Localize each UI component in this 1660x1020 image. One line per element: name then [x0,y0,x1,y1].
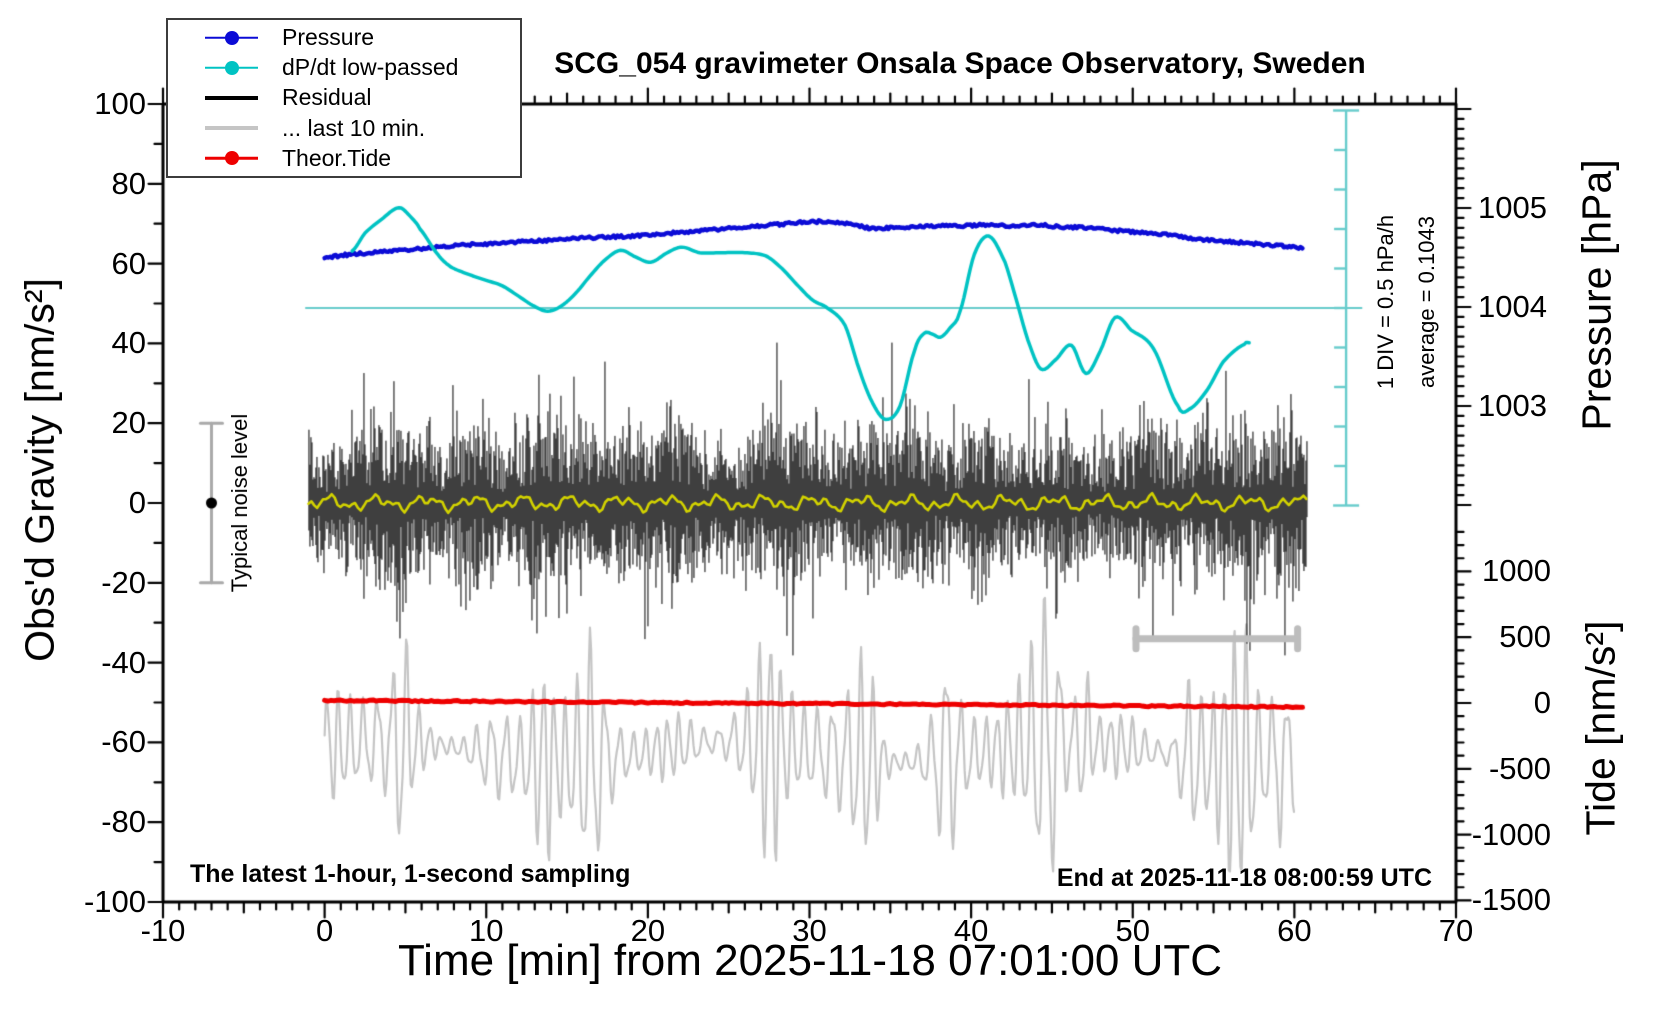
div-scale-label: 1 DIV = 0.5 hPa/h [1373,214,1398,390]
gravity-tick-label: 20 [111,405,146,441]
gravity-tick-label: 60 [111,245,146,281]
gravity-tick-label: 40 [111,325,146,361]
legend-item-label: dP/dt low-passed [282,54,459,81]
tide-tick-label: 0 [1533,685,1551,720]
x-tick-label: 60 [1277,913,1312,948]
x-tick-label: 70 [1438,913,1474,948]
x-tick-label: 20 [630,913,666,948]
legend-item-theor-tide: Theor.Tide [168,144,520,173]
x-tick-label: 50 [1115,913,1150,948]
gravity-tick-label: 80 [111,165,146,201]
pressure-tick-label: 1005 [1478,190,1547,225]
x-tick-label: 40 [953,913,989,948]
footer-end-time: End at 2025-11-18 08:00:59 UTC [1056,864,1432,892]
legend-line-sample-icon [205,120,258,136]
legend-item--last-10-min-: ... last 10 min. [168,114,520,143]
gravity-tick-label: -80 [101,804,146,840]
legend-dot-icon [224,60,239,75]
pressure-tick-label: 1004 [1478,289,1547,324]
tide-tick-label: 500 [1499,619,1551,655]
average-label: average = 0.1043 [1414,216,1439,388]
gravity-tick-label: -20 [101,564,146,600]
pressure-axis-title: Pressure [hPa] [1573,159,1620,431]
tide-tick-label: 1000 [1482,553,1551,589]
legend-item-residual: Residual [168,83,520,112]
x-tick-label: 30 [792,913,827,948]
legend: Pressure dP/dt low-passed Residual ... last… [166,18,522,178]
legend-item-label: Residual [282,84,372,111]
legend-dot-icon [224,151,239,166]
page-title: SCG_054 gravimeter Onsala Space Observat… [554,47,1366,80]
pressure-tick-label: 1003 [1478,388,1547,423]
gravity-tick-label: 0 [128,485,146,520]
tide-axis-title: Tide [nm/s²] [1577,620,1624,836]
gravity-tick-label: -40 [101,644,146,680]
gravity-tick-label: 100 [94,86,146,121]
footer-sampling-note: The latest 1-hour, 1-second sampling [190,860,631,888]
legend-dot-icon [224,30,239,45]
legend-line-sample-icon [205,60,258,76]
x-tick-label: 10 [469,913,504,948]
legend-line-sample-icon [205,30,258,46]
gravity-tick-label: -100 [83,884,146,919]
legend-item-pressure: Pressure [168,23,520,52]
noise-level-label: Typical noise level [227,413,252,593]
tide-tick-label: -500 [1488,750,1551,786]
x-tick-label: -10 [140,913,186,948]
tide-tick-label: -1000 [1471,816,1551,852]
legend-item-label: Pressure [282,24,375,51]
legend-item-label: Theor.Tide [282,144,392,171]
legend-line-sample-icon [205,150,258,166]
tide-tick-label: -1500 [1471,882,1551,918]
legend-line-sample-icon [205,90,258,106]
legend-item-dp-dt-low-passed: dP/dt low-passed [168,53,520,82]
legend-item-label: ... last 10 min. [282,114,426,141]
gravity-tick-label: -60 [101,724,146,760]
x-tick-label: 0 [316,913,334,948]
time-axis-title: Time [min] from 2025-11-18 07:01:00 UTC [397,936,1223,985]
